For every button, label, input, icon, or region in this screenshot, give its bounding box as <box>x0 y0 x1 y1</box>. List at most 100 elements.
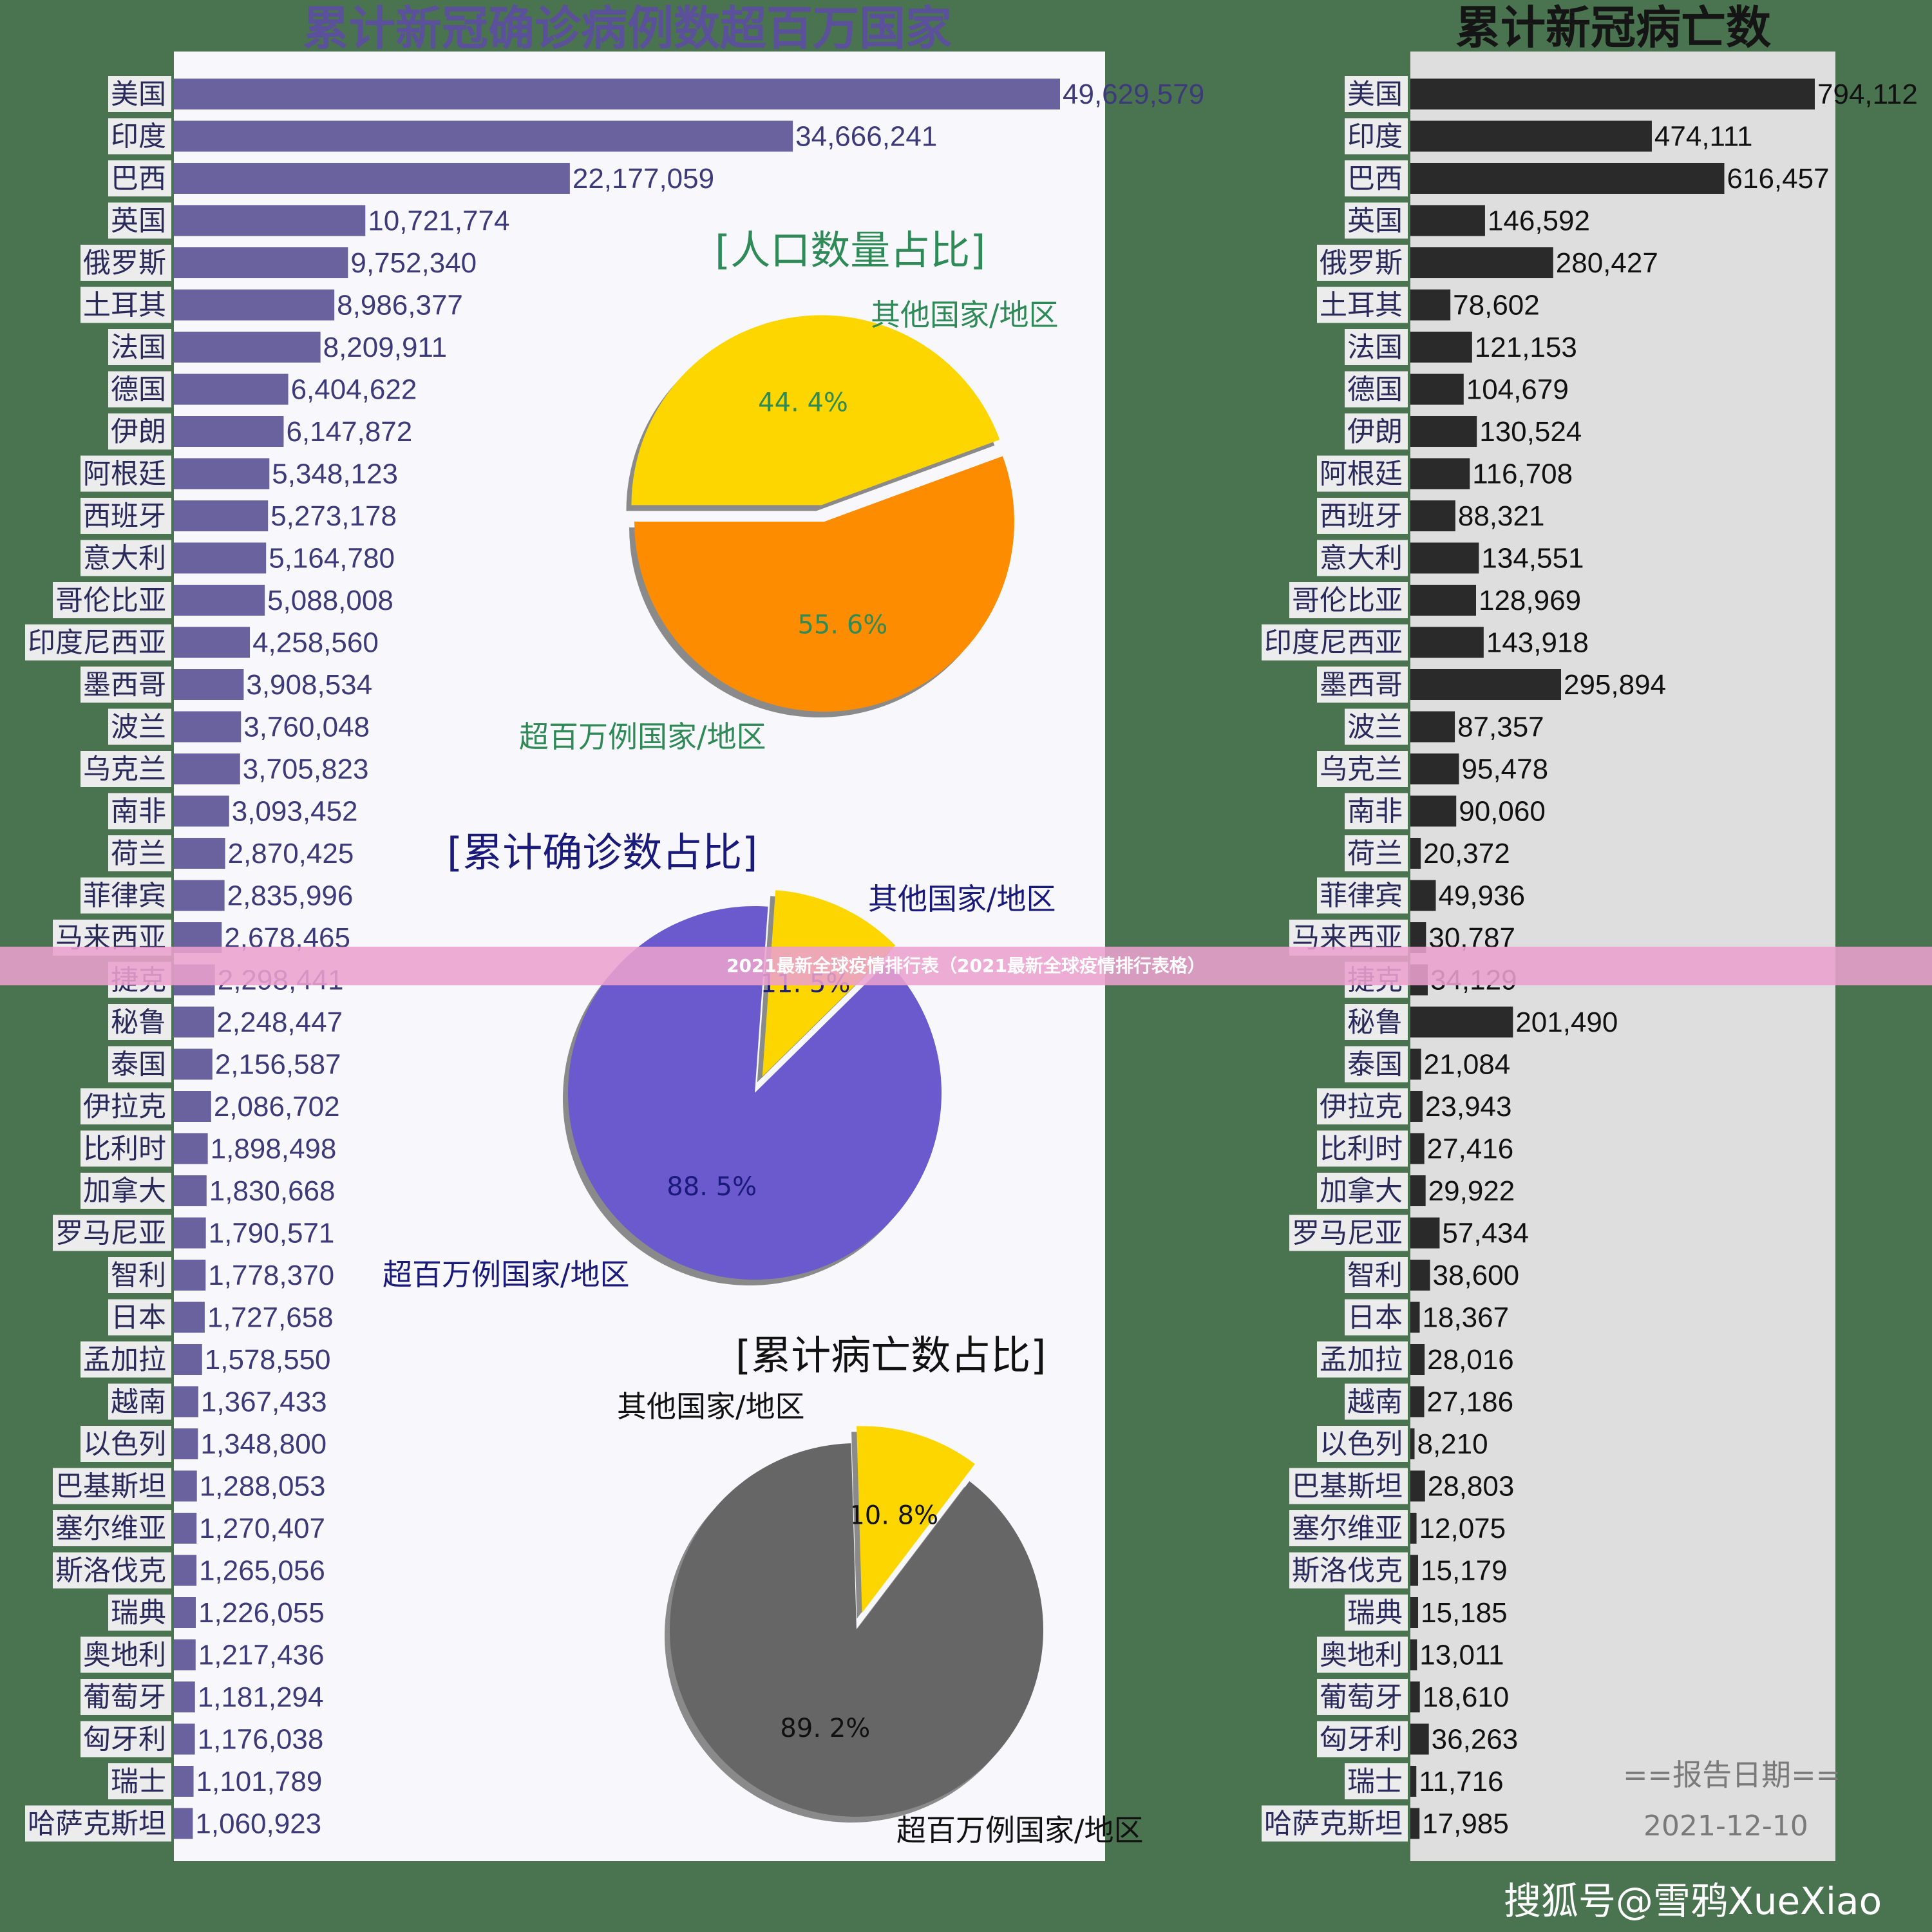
cases-category-label: 俄罗斯 <box>83 247 166 279</box>
deaths-category-label: 加拿大 <box>1320 1175 1403 1208</box>
cases-value-label: 1,101,789 <box>196 1766 323 1797</box>
deaths-value-label: 12,075 <box>1419 1513 1506 1544</box>
deaths-category-label: 乌克兰 <box>1320 753 1403 786</box>
cases-category-box <box>108 1004 171 1040</box>
deaths-category-box <box>1289 582 1408 618</box>
deaths-bar <box>1410 79 1815 109</box>
cases-value-label: 34,666,241 <box>795 121 937 153</box>
cases-value-label: 2,248,447 <box>216 1007 343 1038</box>
deaths-category-label: 荷兰 <box>1347 838 1403 870</box>
cases-category-box <box>80 1721 171 1757</box>
deaths-value-label: 49,936 <box>1438 880 1525 912</box>
cases-value-label: 3,705,823 <box>243 753 369 785</box>
deaths-category-box <box>1317 287 1408 323</box>
cases-category-label: 英国 <box>111 205 166 238</box>
deaths-value-label: 474,111 <box>1654 121 1753 153</box>
deaths-category-box <box>1345 160 1408 196</box>
deaths-category-box <box>1345 1383 1408 1420</box>
cases-category-box <box>25 624 171 661</box>
cases-category-label: 土耳其 <box>83 290 166 322</box>
deaths-category-label: 意大利 <box>1320 543 1403 575</box>
cases-category-box <box>80 1679 171 1715</box>
cases-category-box <box>53 1468 171 1504</box>
cases-bar <box>174 1681 195 1712</box>
deaths-bar <box>1410 627 1484 658</box>
deaths-category-box <box>1345 413 1408 450</box>
cases-category-label: 瑞士 <box>111 1766 166 1798</box>
deaths-bar <box>1410 1681 1420 1712</box>
cases-category-label: 加拿大 <box>83 1175 166 1208</box>
deaths-value-label: 201,490 <box>1515 1007 1618 1038</box>
deaths-category-label: 英国 <box>1347 205 1403 238</box>
deaths-category-label: 伊拉克 <box>1320 1091 1403 1123</box>
cases-value-label: 1,288,053 <box>200 1471 326 1502</box>
cases-category-label: 南非 <box>111 796 166 828</box>
cases-category-label: 墨西哥 <box>83 669 166 701</box>
cases-category-label: 意大利 <box>83 543 166 575</box>
cases-category-label: 斯洛伐克 <box>55 1555 166 1587</box>
deaths-value-label: 27,186 <box>1426 1387 1513 1418</box>
cases-category-label: 匈牙利 <box>83 1724 166 1756</box>
deaths-value-label: 18,367 <box>1423 1302 1510 1334</box>
deaths-bar <box>1410 1766 1417 1797</box>
cases-category-box <box>80 1426 171 1462</box>
deaths-bar <box>1410 205 1485 236</box>
cases-category-box <box>108 160 171 196</box>
cases-category-box <box>80 245 171 281</box>
deaths-bar <box>1410 838 1421 869</box>
cases-category-label: 巴西 <box>111 163 166 195</box>
deaths-bar <box>1410 1470 1425 1502</box>
deaths-category-label: 哈萨克斯坦 <box>1264 1808 1403 1841</box>
deaths-bar <box>1410 163 1725 194</box>
report-date-label: ==报告日期== <box>1623 1757 1841 1792</box>
cases-category-box <box>108 708 171 745</box>
deaths-category-box <box>1317 540 1408 576</box>
deaths-category-box <box>1345 1595 1408 1631</box>
cases-bar <box>174 416 284 447</box>
cases-bar <box>174 332 321 363</box>
population-pie-label-other: 其他国家/地区 <box>871 298 1059 332</box>
cases-category-box <box>80 1173 171 1209</box>
cases-category-label: 菲律宾 <box>83 880 166 913</box>
cases-category-label: 乌克兰 <box>83 753 166 786</box>
cases-bar <box>174 163 570 194</box>
cases-value-label: 8,986,377 <box>337 290 463 321</box>
deaths-bar <box>1410 1260 1430 1291</box>
cases-category-label: 哥伦比亚 <box>55 585 166 617</box>
cases-category-box <box>108 202 171 239</box>
deaths-category-label: 智利 <box>1347 1260 1403 1292</box>
population-pie-slice <box>631 315 1000 506</box>
cases-bar <box>174 1766 194 1797</box>
deaths-value-label: 280,427 <box>1556 247 1658 279</box>
cases-bar <box>174 711 242 743</box>
deaths-bar <box>1410 1639 1417 1671</box>
cases-category-box <box>108 413 171 450</box>
cases-category-label: 瑞典 <box>111 1597 166 1629</box>
cases-category-label: 以色列 <box>83 1428 166 1461</box>
cases-value-label: 1,226,055 <box>198 1597 325 1629</box>
deaths-bar <box>1410 1133 1425 1164</box>
deaths-category-label: 伊朗 <box>1347 416 1403 448</box>
cases-category-box <box>108 371 171 408</box>
cases-bar <box>174 247 348 278</box>
cases-value-label: 49,629,579 <box>1063 79 1204 110</box>
cases-bar <box>174 838 225 869</box>
deaths-category-label: 越南 <box>1347 1387 1403 1419</box>
cases-category-label: 泰国 <box>111 1049 166 1081</box>
cases-bar <box>174 1217 206 1249</box>
deaths-category-label: 美国 <box>1347 79 1403 111</box>
deaths-bar <box>1410 753 1459 784</box>
cases-category-box <box>108 793 171 829</box>
deaths-category-label: 罗马尼亚 <box>1292 1218 1403 1250</box>
cases-value-label: 4,258,560 <box>252 627 379 659</box>
deaths-category-box <box>1317 1341 1408 1378</box>
cases-category-box <box>80 498 171 534</box>
cases-bar <box>174 500 269 531</box>
cases-bar <box>174 627 251 658</box>
cases-bar <box>174 1048 213 1080</box>
cases-category-label: 巴基斯坦 <box>55 1471 166 1503</box>
deaths-value-label: 143,918 <box>1486 627 1589 659</box>
cases-category-label: 伊拉克 <box>83 1091 166 1123</box>
deaths-category-box <box>1289 1510 1408 1546</box>
cases-pie-label-other: 其他国家/地区 <box>868 882 1056 916</box>
